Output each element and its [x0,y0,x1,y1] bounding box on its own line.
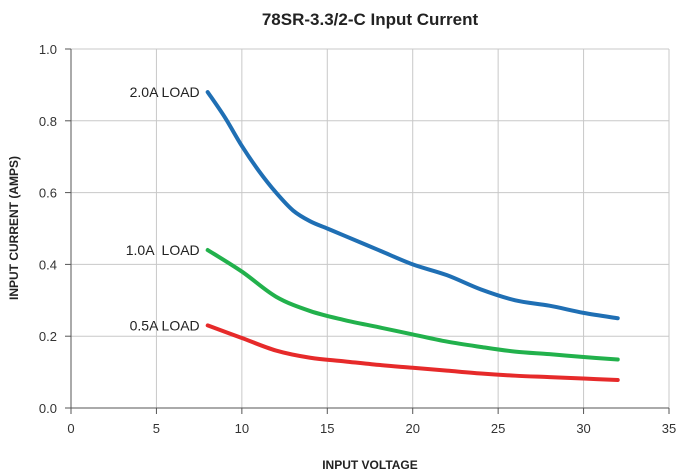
x-tick-label: 35 [662,421,676,436]
y-tick-label: 0.6 [39,186,57,201]
series-layer [205,90,620,382]
y-tick-label: 1.0 [39,42,57,57]
x-axis-label: INPUT VOLTAGE [322,458,418,472]
y-axis-label: INPUT CURRENT (AMPS) [7,156,21,300]
x-tick-label: 25 [491,421,505,436]
series-label-0-5a-load: 0.5A LOAD [130,317,200,333]
y-tick-label: 0.4 [39,257,57,272]
x-tick-label: 30 [576,421,590,436]
y-tick-label: 0.2 [39,329,57,344]
series-label-2-0a-load: 2.0A LOAD [130,84,200,100]
x-tick-label: 5 [153,421,160,436]
chart-title: 78SR-3.3/2-C Input Current [262,10,479,29]
x-tick-label: 15 [320,421,334,436]
series-label-1-0a-load: 1.0A LOAD [126,242,200,258]
series-line-1-0a-load [205,248,620,362]
x-tick-label: 20 [405,421,419,436]
axis-layer: 0 5 10 15 20 25 30 35 0.0 0.2 0.4 0.6 0.8 1.0 [39,42,676,436]
y-tick-label: 0.0 [39,401,57,416]
series-line-0-5a-load [205,323,620,382]
label-layer: 2.0A LOAD 1.0A LOAD 0.5A LOAD [126,84,200,333]
series-line-2-0a-load [205,90,620,321]
grid-layer [71,48,670,408]
y-tick-label: 0.8 [39,114,57,129]
x-tick-label: 10 [235,421,249,436]
x-tick-label: 0 [67,421,74,436]
